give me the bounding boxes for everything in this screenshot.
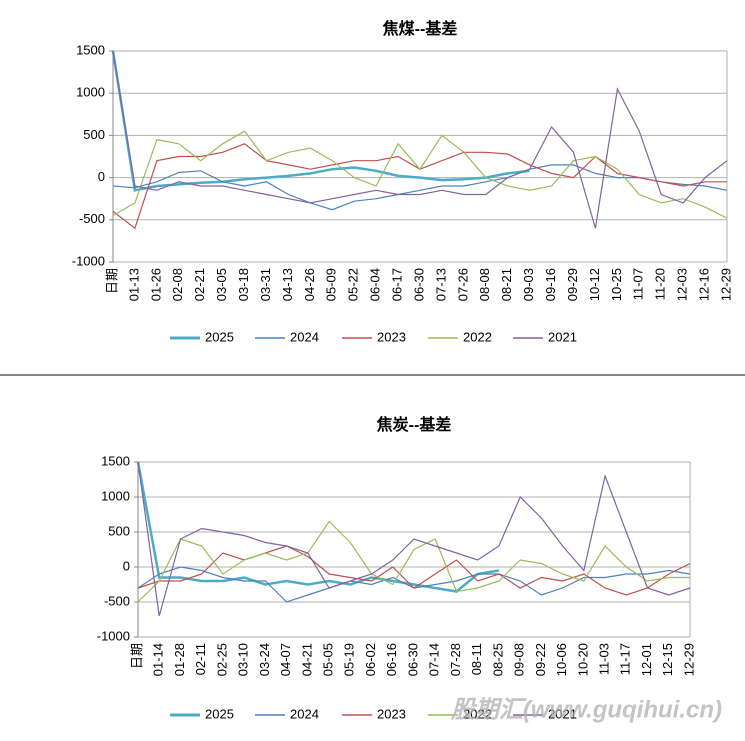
x-tick-label: 03-05	[214, 268, 229, 301]
x-tick-label: 10-25	[609, 268, 624, 301]
series-line	[137, 545, 691, 596]
watermark: 股期汇(www.guqihui.cn)	[450, 696, 722, 723]
x-tick-label: 05-05	[321, 643, 336, 676]
x-tick-label: 11-17	[618, 643, 633, 675]
x-tick-label: 06-04	[368, 268, 383, 301]
x-tick-label: 12-15	[660, 643, 675, 676]
x-tick-label: 09-22	[533, 643, 548, 676]
x-tick-label: 10-20	[575, 643, 590, 676]
x-tick-label: 05-19	[342, 643, 357, 676]
x-tick-label: 11-07	[631, 268, 646, 300]
x-tick-label: 04-07	[278, 643, 293, 676]
x-tick-label: 01-26	[148, 268, 163, 301]
legend-label: 2021	[548, 329, 577, 344]
y-tick-label: 0	[123, 558, 130, 573]
x-tick-label: 04-13	[280, 268, 295, 301]
legend-label: 2025	[205, 706, 234, 721]
legend-label: 2024	[290, 329, 319, 344]
x-tick-label: 11-20	[653, 268, 668, 300]
x-tick-label: 03-31	[258, 268, 273, 301]
y-tick-label: -1000	[72, 253, 105, 268]
x-tick-label: 03-10	[236, 643, 251, 676]
x-tick-label: 03-18	[236, 268, 251, 301]
x-tick-label: 01-14	[151, 643, 166, 676]
x-tick-label: 09-29	[565, 268, 580, 301]
y-tick-label: -1000	[97, 628, 130, 643]
x-tick-label: 09-08	[512, 643, 527, 676]
x-tick-label: 04-21	[299, 643, 314, 676]
x-tick-label: 06-30	[405, 643, 420, 676]
y-tick-label: 1000	[76, 85, 105, 100]
x-tick-label: 08-25	[490, 643, 505, 676]
x-tick-label: 日期	[129, 643, 144, 669]
x-tick-label: 06-30	[411, 268, 426, 301]
x-tick-label: 06-02	[363, 643, 378, 676]
series-line	[137, 461, 691, 617]
y-tick-label: 1500	[101, 453, 130, 468]
x-tick-label: 08-21	[499, 268, 514, 301]
x-tick-label: 12-03	[675, 268, 690, 301]
x-tick-label: 10-12	[587, 268, 602, 301]
legend-label: 2021	[548, 706, 577, 721]
x-tick-label: 03-24	[257, 643, 272, 676]
x-tick-label: 06-17	[390, 268, 405, 301]
x-tick-label: 02-08	[170, 268, 185, 301]
chart-title: 焦煤--基差	[382, 19, 458, 38]
x-tick-label: 12-29	[681, 643, 696, 676]
legend-label: 2023	[377, 329, 406, 344]
x-tick-label: 02-11	[193, 643, 208, 675]
y-tick-label: 1500	[76, 42, 105, 57]
x-tick-label: 04-26	[302, 268, 317, 301]
legend-label: 2023	[377, 706, 406, 721]
series-line	[111, 50, 530, 192]
x-tick-label: 09-03	[521, 268, 536, 301]
y-tick-label: 500	[108, 523, 130, 538]
series-line	[136, 461, 500, 593]
x-tick-label: 11-03	[597, 643, 612, 675]
y-tick-label: 500	[83, 127, 105, 142]
x-tick-label: 01-13	[126, 268, 141, 301]
x-tick-label: 09-16	[543, 268, 558, 301]
x-tick-label: 10-06	[554, 643, 569, 676]
y-tick-label: 1000	[101, 488, 130, 503]
series-line	[112, 50, 728, 229]
y-tick-label: -500	[104, 593, 130, 608]
x-tick-label: 01-28	[172, 643, 187, 676]
x-tick-label: 07-13	[433, 268, 448, 301]
y-tick-label: 0	[98, 169, 105, 184]
x-tick-label: 05-22	[346, 268, 361, 301]
chart-title: 焦炭--基差	[376, 415, 452, 434]
legend-label: 2022	[463, 329, 492, 344]
x-tick-label: 07-26	[455, 268, 470, 301]
x-tick-label: 08-08	[477, 268, 492, 301]
x-tick-label: 日期	[104, 268, 119, 294]
series-line	[137, 520, 690, 603]
x-tick-label: 12-29	[718, 268, 733, 301]
legend-label: 2024	[290, 706, 319, 721]
y-tick-label: -500	[79, 211, 105, 226]
x-tick-label: 02-21	[192, 268, 207, 301]
legend-label: 2022	[463, 706, 492, 721]
x-tick-label: 02-25	[214, 643, 229, 676]
x-tick-label: 07-14	[427, 643, 442, 676]
series-line	[112, 130, 728, 219]
x-tick-label: 05-09	[324, 268, 339, 301]
x-tick-label: 08-11	[469, 643, 484, 675]
x-tick-label: 06-16	[384, 643, 399, 676]
x-tick-label: 12-16	[697, 268, 712, 301]
x-tick-label: 07-28	[448, 643, 463, 676]
legend-label: 2025	[205, 329, 234, 344]
x-tick-label: 12-01	[639, 643, 654, 676]
